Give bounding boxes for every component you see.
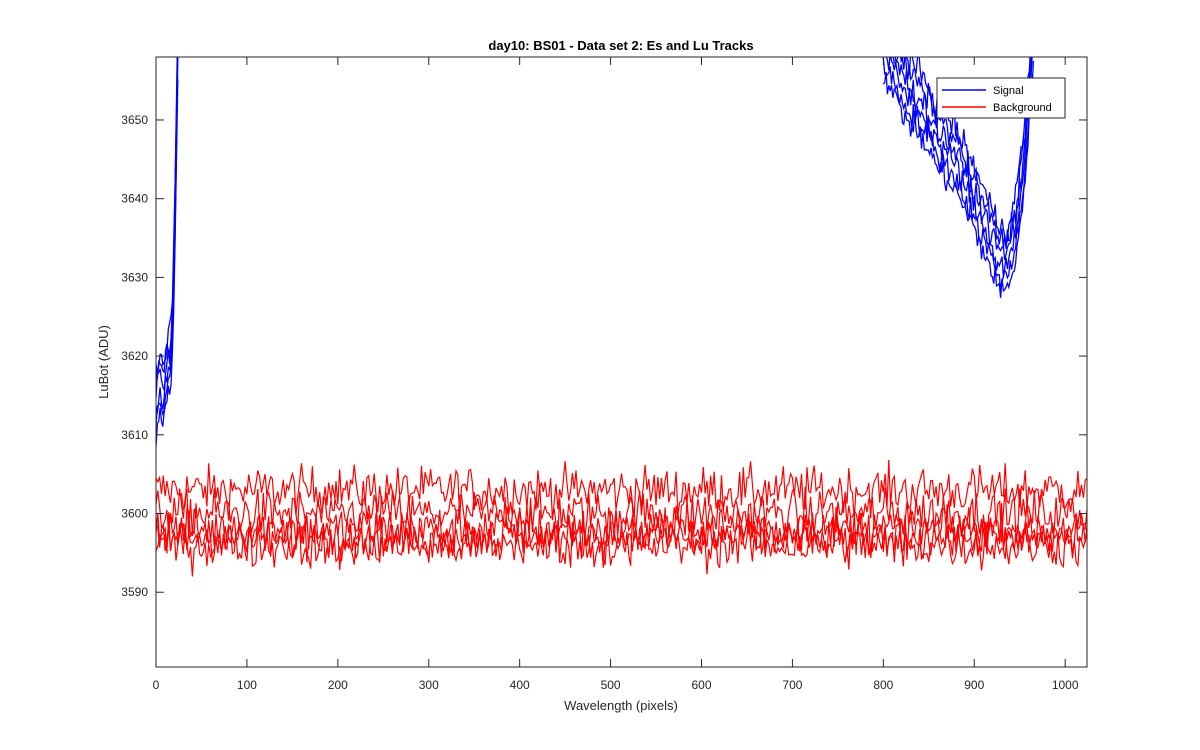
x-tick-label: 300 xyxy=(419,678,439,692)
signal-series-group xyxy=(156,57,1035,448)
y-tick-label: 3610 xyxy=(121,428,148,442)
y-tick-label: 3630 xyxy=(121,270,148,284)
x-tick-label: 700 xyxy=(782,678,802,692)
y-tick-label: 3640 xyxy=(121,192,148,206)
background-series-group xyxy=(155,459,1088,577)
signal-line xyxy=(882,57,1035,290)
signal-line xyxy=(156,57,178,373)
x-tick-label: 0 xyxy=(153,678,160,692)
background-line xyxy=(155,459,1088,521)
background-line xyxy=(155,512,1088,577)
y-tick-label: 3590 xyxy=(121,585,148,599)
signal-line xyxy=(901,57,1031,247)
x-tick-label: 900 xyxy=(964,678,984,692)
y-tick-label: 3600 xyxy=(121,507,148,521)
x-tick-label: 800 xyxy=(873,678,893,692)
y-axis: 3590 3600 3610 3620 3630 3640 3650 xyxy=(121,113,1087,599)
background-line xyxy=(155,504,1088,567)
signal-line xyxy=(882,72,1035,298)
y-axis-label: LuBot (ADU) xyxy=(96,325,111,399)
y-tick-label: 3650 xyxy=(121,113,148,127)
legend: Signal Background xyxy=(936,77,1066,119)
x-axis: 0 100 200 300 400 500 600 700 800 900 1000 xyxy=(153,57,1079,692)
x-axis-label: Wavelength (pixels) xyxy=(564,698,678,713)
chart-title: day10: BS01 - Data set 2: Es and Lu Trac… xyxy=(488,38,753,53)
x-tick-label: 400 xyxy=(510,678,530,692)
legend-label-background: Background xyxy=(993,102,1052,114)
y-tick-label: 3620 xyxy=(121,349,148,363)
legend-label-signal: Signal xyxy=(993,85,1024,97)
plot-frame xyxy=(155,56,1088,668)
signal-line xyxy=(885,57,1033,277)
x-tick-label: 500 xyxy=(601,678,621,692)
x-tick-label: 1000 xyxy=(1052,678,1079,692)
x-tick-label: 600 xyxy=(691,678,711,692)
signal-line xyxy=(892,57,1033,261)
x-tick-label: 100 xyxy=(237,678,257,692)
background-line xyxy=(155,495,1088,560)
legend-box xyxy=(936,77,1066,119)
x-tick-label: 200 xyxy=(328,678,348,692)
